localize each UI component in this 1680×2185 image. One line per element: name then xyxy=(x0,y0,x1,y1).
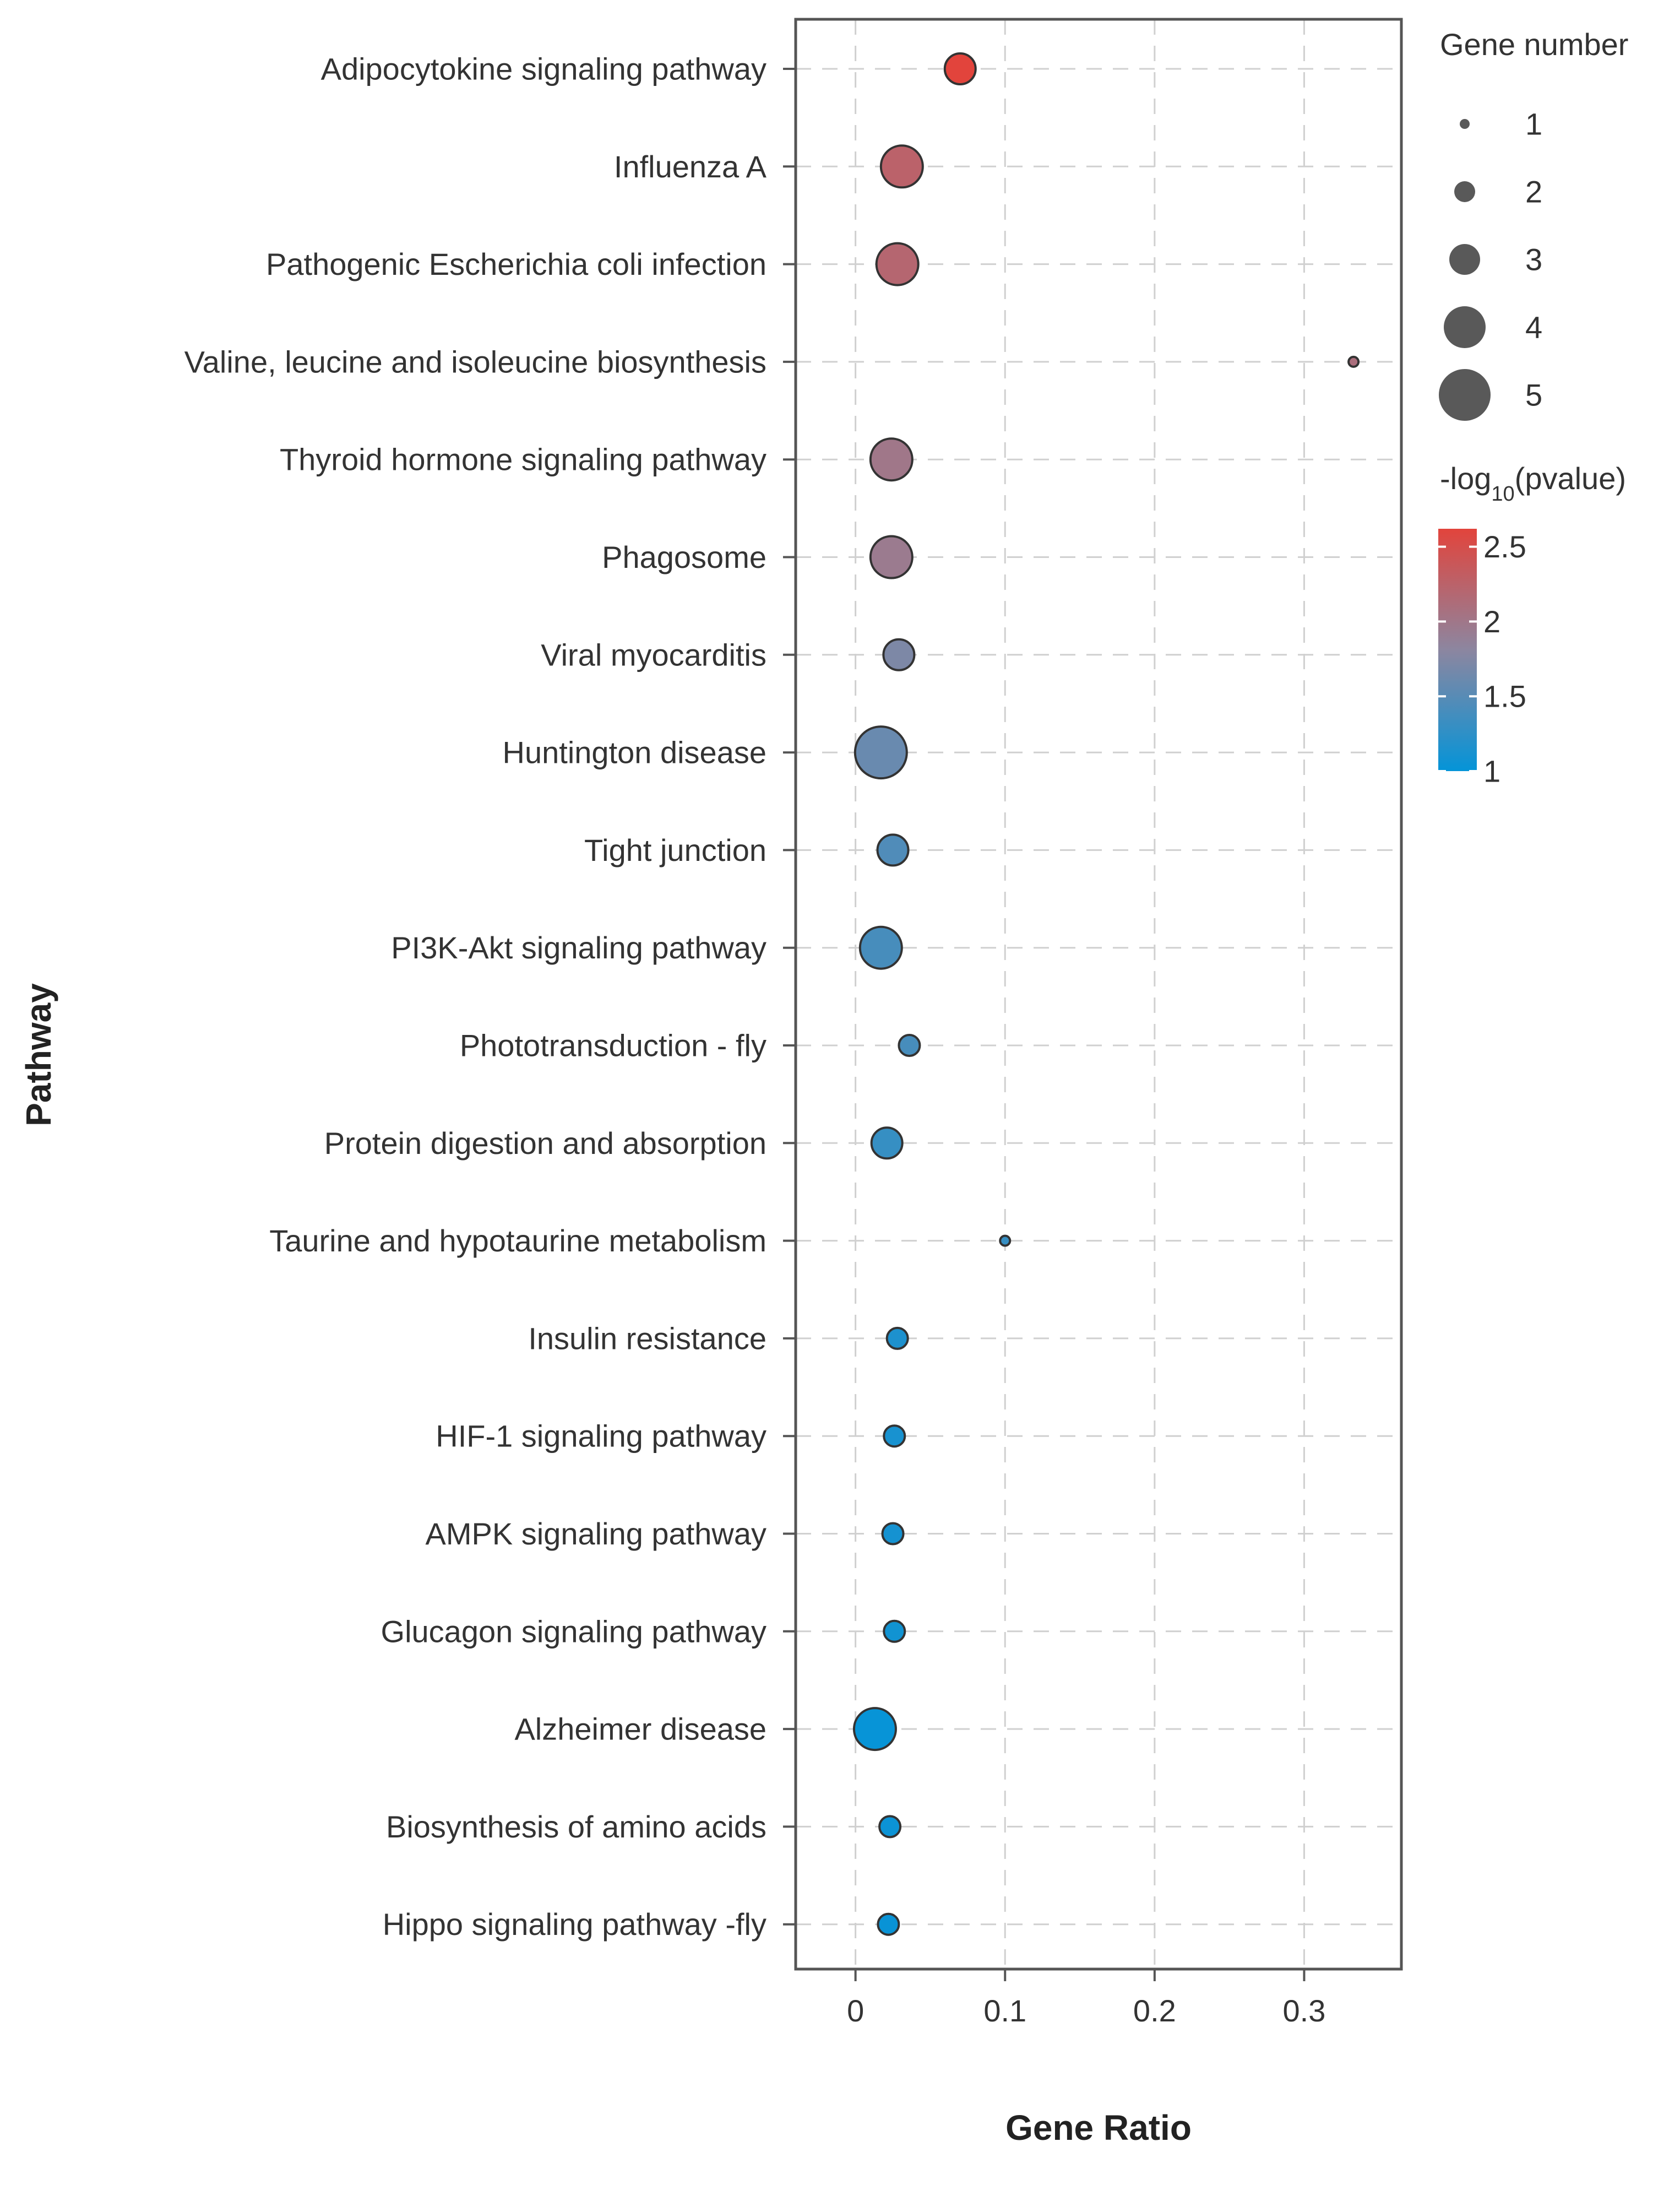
colorbar-tick-label: 2.5 xyxy=(1483,529,1526,564)
data-point xyxy=(1347,355,1360,368)
size-legend-key xyxy=(1444,306,1486,348)
data-points xyxy=(852,52,1360,1936)
y-tick-label: Huntington disease xyxy=(503,735,766,770)
size-legend-title: Gene number xyxy=(1440,27,1628,62)
size-legend-label: 4 xyxy=(1525,310,1542,345)
data-point xyxy=(883,1619,906,1643)
data-point xyxy=(943,52,977,85)
y-tick-label: Phagosome xyxy=(602,540,766,574)
data-point xyxy=(881,1522,905,1546)
data-point xyxy=(869,437,914,482)
y-tick-label: Valine, leucine and isoleucine biosynthe… xyxy=(184,344,766,379)
data-point xyxy=(885,1326,909,1350)
size-legend-key xyxy=(1460,119,1470,129)
y-tick-label: PI3K-Akt signaling pathway xyxy=(391,930,766,965)
y-tick-label: AMPK signaling pathway xyxy=(426,1516,766,1551)
x-tick-label: 0.1 xyxy=(983,1993,1026,2028)
size-legend-label: 3 xyxy=(1525,242,1542,277)
x-tick-label: 0.3 xyxy=(1283,1993,1326,2028)
y-tick-label: Glucagon signaling pathway xyxy=(381,1614,766,1649)
y-tick-label: Phototransduction - fly xyxy=(460,1028,766,1063)
y-tick-label: Adipocytokine signaling pathway xyxy=(321,52,766,86)
y-tick-label: Tight junction xyxy=(584,833,766,868)
data-point xyxy=(877,1912,900,1936)
y-tick-label: Hippo signaling pathway -fly xyxy=(383,1907,766,1942)
size-legend-key xyxy=(1439,369,1491,421)
y-tick-label: Insulin resistance xyxy=(528,1321,766,1356)
data-point xyxy=(879,144,924,189)
size-legend-label: 1 xyxy=(1525,107,1542,142)
y-tick-label: Biosynthesis of amino acids xyxy=(386,1809,766,1844)
data-point xyxy=(870,1126,904,1160)
x-tick-label: 0 xyxy=(847,1993,864,2028)
y-axis-title: Pathway xyxy=(19,983,58,1126)
y-tick-label: Protein digestion and absorption xyxy=(324,1126,766,1161)
data-point xyxy=(882,638,916,671)
data-point xyxy=(878,1815,902,1839)
colorbar-tick-label: 1.5 xyxy=(1483,679,1526,714)
y-axis-category-labels: Adipocytokine signaling pathway Influenza… xyxy=(184,52,796,1942)
data-point xyxy=(898,1034,921,1057)
data-point xyxy=(999,1234,1012,1247)
plot-panel-border xyxy=(794,18,1403,1971)
size-legend-label: 2 xyxy=(1525,175,1542,209)
x-tick-label: 0.2 xyxy=(1133,1993,1176,2028)
y-tick-label: Alzheimer disease xyxy=(514,1712,766,1747)
y-tick-label: Viral myocarditis xyxy=(541,637,766,672)
colorbar xyxy=(1438,529,1477,771)
size-legend-key xyxy=(1454,181,1475,202)
y-tick-label: Taurine and hypotaurine metabolism xyxy=(269,1223,766,1258)
data-point xyxy=(853,725,908,780)
size-legend: Gene number 1 2 3 4 5 xyxy=(1439,27,1628,421)
y-tick-label: HIF-1 signaling pathway xyxy=(436,1419,766,1454)
data-point xyxy=(852,1707,897,1752)
x-axis-ticks: 0 0.1 0.2 0.3 xyxy=(847,1969,1325,2028)
color-legend-title-suffix: (pvalue) xyxy=(1515,461,1626,496)
data-point xyxy=(883,1424,906,1448)
data-point xyxy=(876,833,910,867)
y-tick-label: Influenza A xyxy=(614,149,767,184)
grid-lines xyxy=(796,19,1401,1969)
data-point xyxy=(875,242,920,286)
x-axis-title: Gene Ratio xyxy=(1005,2108,1192,2148)
color-legend-title-sub: 10 xyxy=(1491,482,1514,506)
size-legend-label: 5 xyxy=(1525,378,1542,413)
y-tick-label: Pathogenic Escherichia coli infection xyxy=(266,247,766,281)
colorbar-tick-label: 1 xyxy=(1483,754,1500,789)
y-tick-label: Thyroid hormone signaling pathway xyxy=(280,442,766,477)
size-legend-key xyxy=(1449,244,1480,275)
color-legend-title: -log10(pvalue) xyxy=(1440,461,1626,506)
color-legend: -log10(pvalue) 1 1.5 2 2.5 xyxy=(1438,461,1626,789)
color-legend-title-prefix: -log xyxy=(1440,461,1491,496)
data-point xyxy=(869,535,914,579)
data-point xyxy=(858,925,903,970)
colorbar-tick-label: 2 xyxy=(1483,604,1500,639)
